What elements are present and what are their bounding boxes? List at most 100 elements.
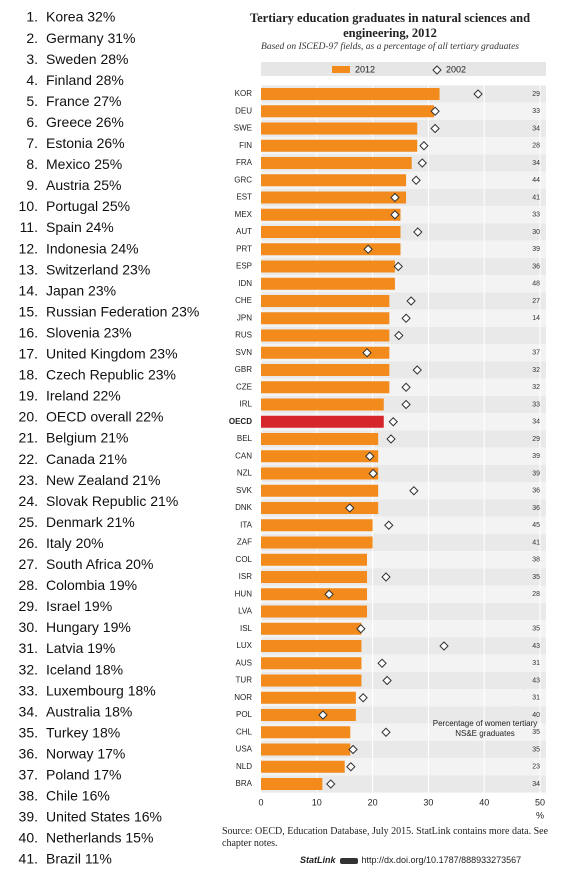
- bar: [261, 191, 407, 204]
- rank-number: 23.: [19, 472, 38, 488]
- rank-number: 8.: [26, 156, 38, 172]
- bar: [261, 398, 384, 411]
- rank-number: 7.: [26, 135, 38, 151]
- rank-label: United Kingdom 23%: [46, 346, 178, 362]
- rank-number: 10.: [19, 198, 38, 214]
- bar: [261, 726, 351, 739]
- marker-2002: [356, 624, 366, 634]
- women-share-label: 36: [532, 488, 540, 495]
- y-tick-label: KOR: [235, 89, 253, 98]
- rank-number: 5.: [26, 93, 38, 109]
- women-share-label: 34: [532, 160, 540, 167]
- women-share-label: 43: [532, 643, 540, 650]
- rank-number: 9.: [26, 177, 38, 193]
- y-tick-label: SVN: [236, 348, 253, 357]
- bar: [261, 157, 412, 169]
- marker-2002: [406, 296, 416, 306]
- rank-label: Chile 16%: [46, 788, 110, 804]
- statlink-logo: [339, 857, 358, 864]
- rank-number: 36.: [19, 745, 38, 761]
- bar: [261, 260, 395, 273]
- y-tick-label: EST: [236, 193, 252, 202]
- bar: [261, 88, 440, 100]
- bar: [261, 295, 390, 307]
- bar: [261, 640, 362, 652]
- rank-label: Belgium 21%: [46, 430, 129, 446]
- rank-number: 4.: [26, 72, 38, 88]
- rank-label: Poland 17%: [46, 767, 122, 783]
- rank-number: 2.: [26, 30, 38, 46]
- marker-2002: [348, 744, 358, 755]
- rank-label: Australia 18%: [46, 703, 132, 719]
- rank-number: 20.: [19, 409, 38, 425]
- marker-2002: [386, 434, 396, 444]
- bar: [261, 312, 390, 325]
- rank-label: Estonia 26%: [46, 135, 125, 151]
- bar: [261, 243, 401, 256]
- women-share-label: 43: [532, 677, 540, 684]
- marker-2002: [394, 330, 404, 341]
- rank-label: Luxembourg 18%: [46, 682, 156, 698]
- women-share-label: 28: [532, 591, 540, 598]
- marker-2002: [430, 123, 440, 134]
- bar: [261, 415, 384, 428]
- marker-2002: [388, 417, 398, 427]
- marker-2002: [382, 675, 392, 686]
- marker-2002: [401, 382, 411, 392]
- y-tick-label: NOR: [234, 693, 252, 702]
- legend-label: 2002: [446, 64, 466, 74]
- bar: [261, 174, 407, 187]
- women-share-label: 34: [532, 125, 540, 132]
- women-share-label: 41: [532, 194, 540, 201]
- y-tick-label: MEX: [235, 210, 253, 219]
- marker-2002: [346, 762, 356, 772]
- women-share-label: 23: [532, 764, 540, 771]
- y-tick-label: SVK: [236, 486, 253, 495]
- marker-2002: [412, 365, 422, 375]
- rank-label: New Zealand 21%: [46, 472, 160, 488]
- rank-label: Korea 32%: [46, 9, 115, 25]
- marker-2002: [393, 261, 403, 272]
- y-tick-label: ISR: [239, 572, 253, 581]
- x-tick-label: 30: [423, 797, 433, 807]
- rank-number: 27.: [19, 556, 38, 572]
- annotation: Percentage of women tertiary NS&E gradua…: [432, 719, 538, 738]
- rank-label: Mexico 25%: [46, 156, 122, 172]
- rank-number: 25.: [19, 514, 38, 530]
- bar: [261, 605, 368, 618]
- rank-number: 37.: [19, 767, 38, 783]
- marker-2002: [368, 468, 378, 479]
- bar: [261, 553, 368, 566]
- y-tick-label: DEU: [235, 106, 252, 115]
- bar: [261, 105, 434, 118]
- marker-2002: [326, 779, 336, 789]
- bar: [261, 571, 368, 583]
- rank-number: 24.: [19, 493, 38, 509]
- rank-label: Turkey 18%: [46, 724, 120, 740]
- rank-label: OECD overall 22%: [46, 409, 164, 425]
- bar: [261, 778, 323, 790]
- rank-number: 12.: [19, 240, 38, 256]
- bar: [261, 622, 362, 635]
- legend-label: 2012: [355, 64, 375, 74]
- rank-number: 31.: [19, 640, 38, 656]
- women-share-label: 39: [532, 246, 540, 253]
- rank-number: 34.: [19, 703, 38, 719]
- source-note: Source: OECD, Education Database, July 2…: [222, 826, 549, 849]
- y-tick-label: AUT: [236, 227, 252, 236]
- rank-label: Germany 31%: [46, 30, 135, 46]
- marker-2002: [390, 210, 400, 220]
- legend-marker: [432, 65, 442, 75]
- rank-number: 28.: [19, 577, 38, 593]
- women-share-label: 39: [532, 470, 540, 477]
- women-share-label: 32: [532, 384, 540, 391]
- marker-2002: [419, 141, 429, 151]
- rank-label: Colombia 19%: [46, 577, 137, 593]
- bar: [261, 657, 362, 670]
- women-share-label: 41: [532, 539, 540, 546]
- y-tick-label: OECD: [229, 417, 252, 426]
- x-tick-label: 50: [535, 797, 545, 807]
- rank-label: Czech Republic 23%: [46, 367, 176, 383]
